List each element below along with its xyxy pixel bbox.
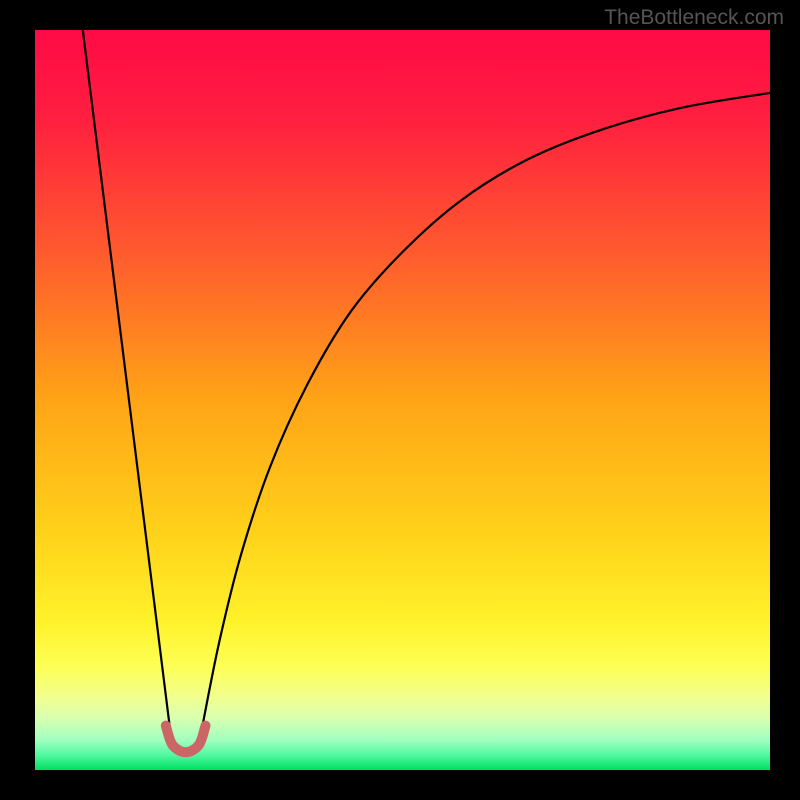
chart-svg (35, 30, 770, 770)
bottleneck-chart (35, 30, 770, 770)
left-branch-line (83, 30, 171, 737)
stage: TheBottleneck.com (0, 0, 800, 800)
valley-marker (166, 726, 206, 753)
watermark-text: TheBottleneck.com (604, 6, 784, 30)
right-branch-curve (200, 93, 770, 737)
